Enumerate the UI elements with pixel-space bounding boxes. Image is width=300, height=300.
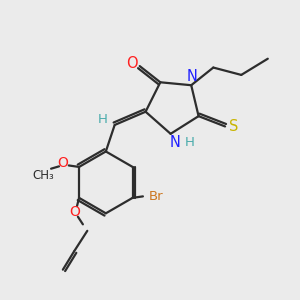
Text: H: H [185,136,195,149]
Text: O: O [57,156,68,170]
Text: Br: Br [149,190,164,203]
Text: N: N [186,70,197,85]
Text: N: N [169,135,181,150]
Text: CH₃: CH₃ [33,169,55,182]
Text: H: H [98,113,107,126]
Text: O: O [70,205,80,219]
Text: O: O [126,56,137,71]
Text: S: S [229,119,239,134]
